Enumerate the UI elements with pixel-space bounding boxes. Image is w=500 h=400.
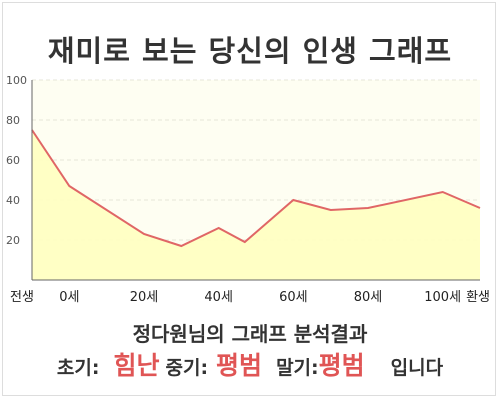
x-tick-label: 60세 [279,290,308,305]
x-tick-label: 전생 [10,290,34,305]
middle-label: 중기: [165,357,209,379]
analysis-heading: 정다원님의 그래프 분석결과 [132,322,368,346]
x-tick-label: 40세 [204,290,233,305]
x-tick-labels: 전생 0세 20세 40세 60세 80세 100세 환생 [10,290,490,305]
chart-title: 재미로 보는 당신의 인생 그래프 [47,34,453,68]
chart-frame [2,2,496,396]
y-tick-label: 40 [6,194,20,207]
y-tick-label: 80 [6,114,20,127]
x-tick-label: 80세 [354,290,383,305]
y-tick-label: 60 [6,154,20,167]
axes [31,80,480,281]
late-label: 말기: [276,357,319,379]
y-tick-label: 20 [6,234,20,247]
early-value: 힘난 [113,351,160,380]
x-tick-label: 환생 [466,290,490,305]
x-tick-label: 0세 [59,290,79,305]
middle-value: 평범 [216,351,263,380]
suffix-text: 입니다 [390,357,444,379]
life-line [31,129,481,248]
y-tick-labels: 20 40 60 80 100 [6,74,27,247]
life-area-fill [32,130,480,280]
analysis-result: 초기: 힘난 중기: 평범 말기: 평범 입니다 [0,346,500,382]
y-tick-label: 100 [6,74,27,87]
x-tick-label: 20세 [130,290,159,305]
x-tick-label: 100세 [424,290,461,305]
early-label: 초기: [56,357,100,379]
late-value: 평범 [318,351,365,380]
